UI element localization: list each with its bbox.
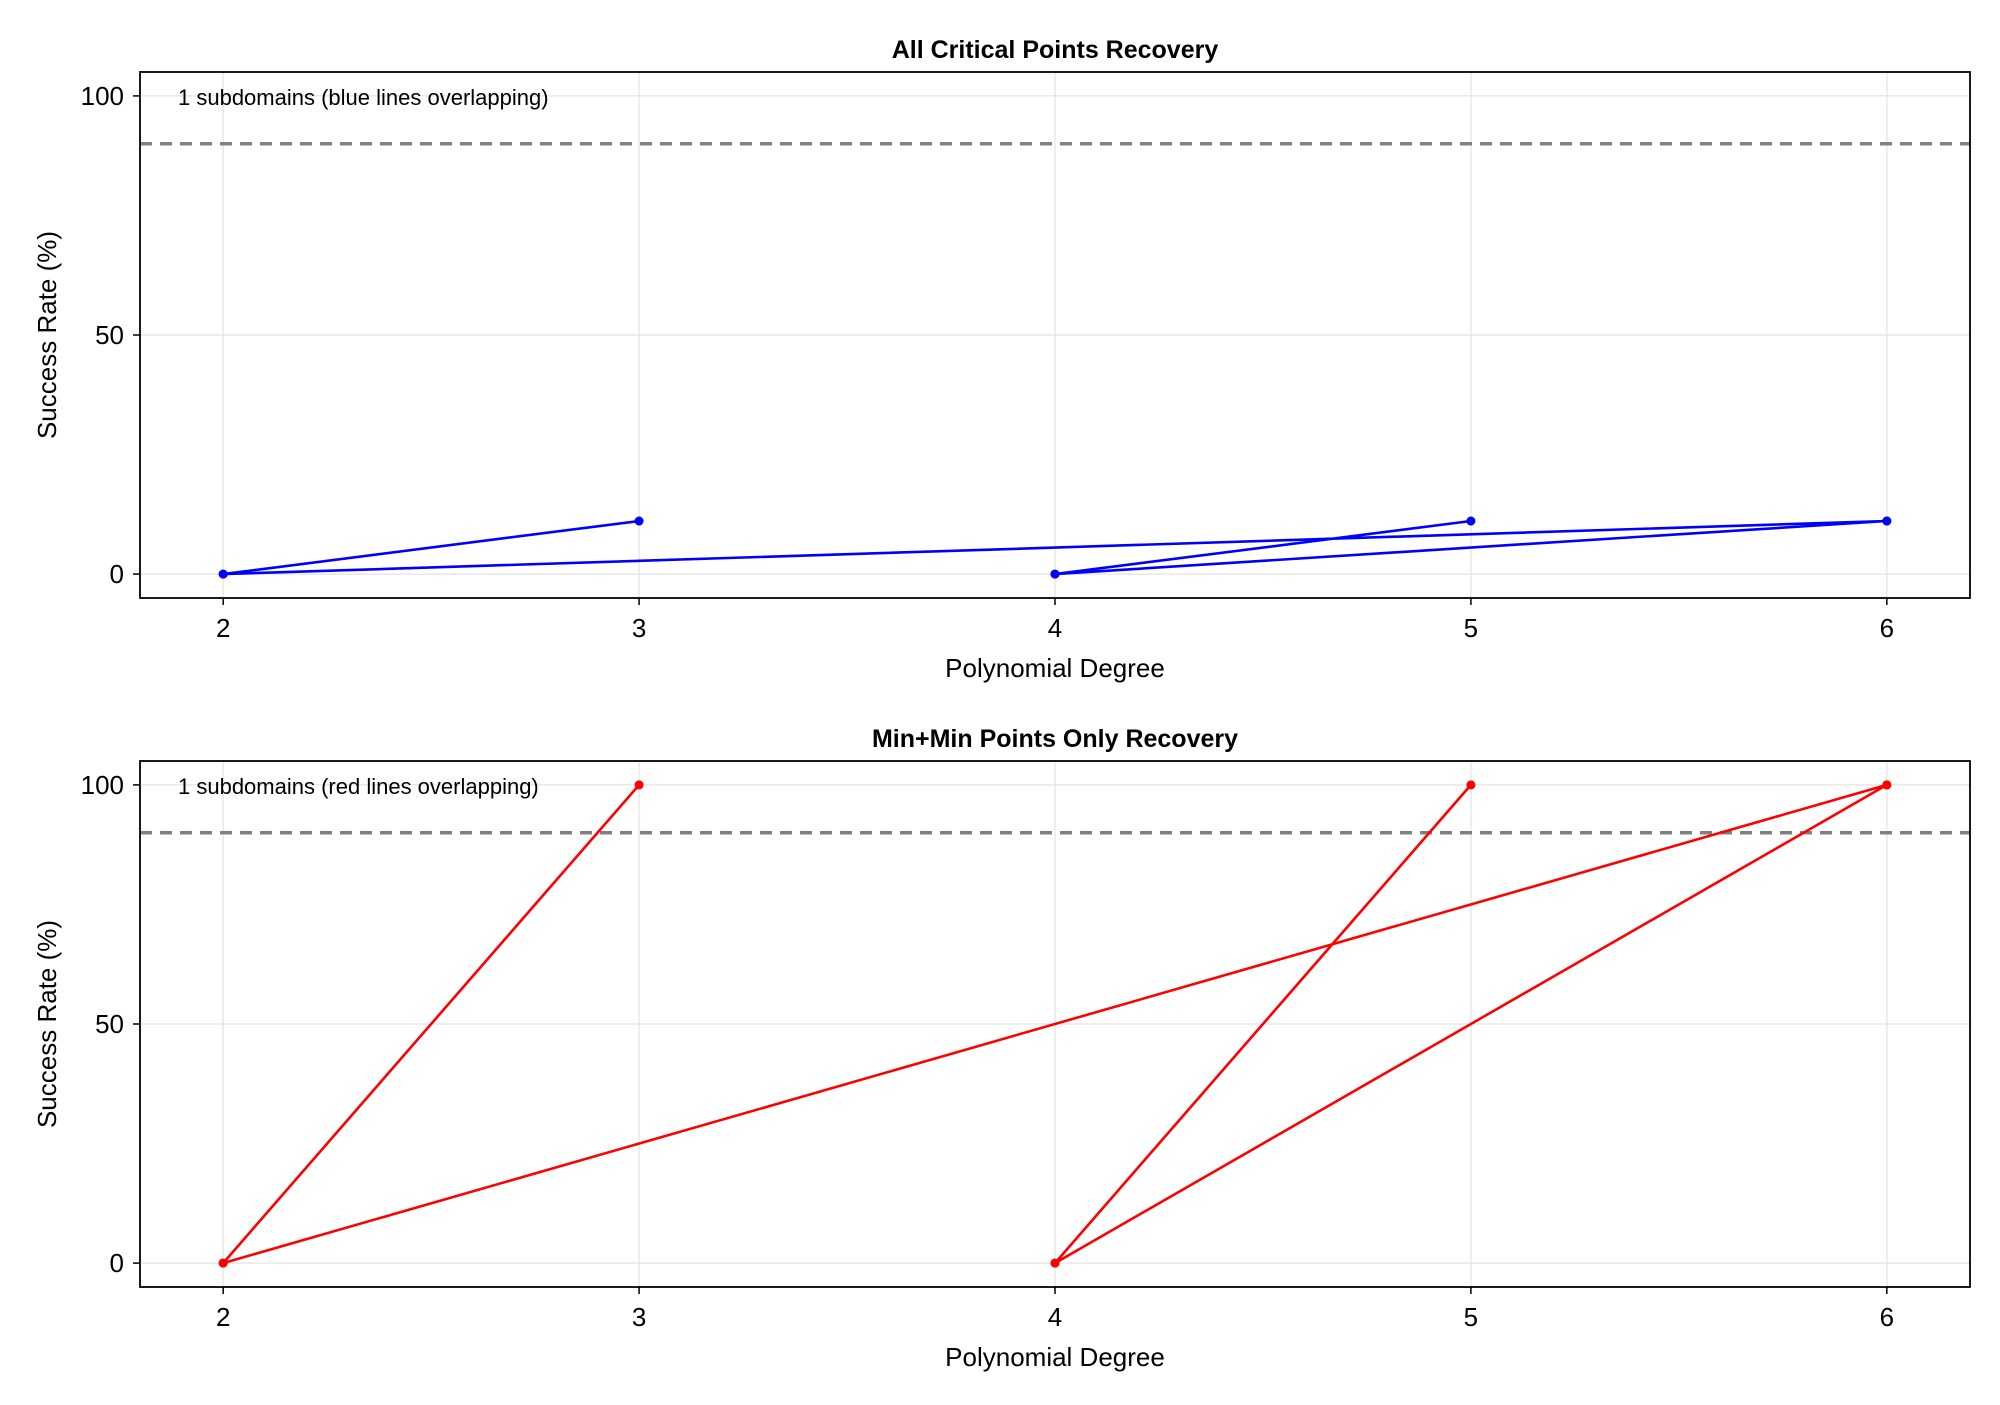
y-tick-label: 50 <box>95 320 124 350</box>
data-point <box>1050 1258 1060 1268</box>
x-tick-label: 2 <box>216 613 230 643</box>
y-tick-label: 0 <box>110 559 124 589</box>
annotation-text: 1 subdomains (blue lines overlapping) <box>178 85 549 110</box>
y-tick-label: 50 <box>95 1009 124 1039</box>
y-tick-label: 100 <box>81 770 124 800</box>
data-point <box>634 516 644 526</box>
x-tick-label: 4 <box>1048 1302 1062 1332</box>
y-axis-label: Success Rate (%) <box>32 231 62 439</box>
y-tick-label: 100 <box>81 81 124 111</box>
x-axis-label: Polynomial Degree <box>945 653 1165 683</box>
x-tick-label: 5 <box>1464 1302 1478 1332</box>
data-point <box>1466 516 1476 526</box>
x-tick-label: 4 <box>1048 613 1062 643</box>
data-point <box>1466 780 1476 790</box>
chart-title: Min+Min Points Only Recovery <box>872 725 1238 753</box>
series-line <box>221 519 1889 576</box>
data-point <box>1050 569 1060 579</box>
x-tick-label: 3 <box>632 1302 646 1332</box>
x-tick-label: 2 <box>216 1302 230 1332</box>
series-line <box>221 783 1889 1265</box>
data-point <box>1882 516 1892 526</box>
data-point <box>1882 780 1892 790</box>
x-axis-label: Polynomial Degree <box>945 1342 1165 1372</box>
x-tick-label: 5 <box>1464 613 1478 643</box>
data-point <box>218 569 228 579</box>
chart-title: All Critical Points Recovery <box>892 36 1219 64</box>
data-point <box>634 780 644 790</box>
y-tick-label: 0 <box>110 1248 124 1278</box>
x-tick-label: 6 <box>1880 1302 1894 1332</box>
x-tick-label: 6 <box>1880 613 1894 643</box>
y-axis-label: Success Rate (%) <box>32 920 62 1128</box>
data-point <box>218 1258 228 1268</box>
x-tick-label: 3 <box>632 613 646 643</box>
annotation-text: 1 subdomains (red lines overlapping) <box>178 774 539 799</box>
